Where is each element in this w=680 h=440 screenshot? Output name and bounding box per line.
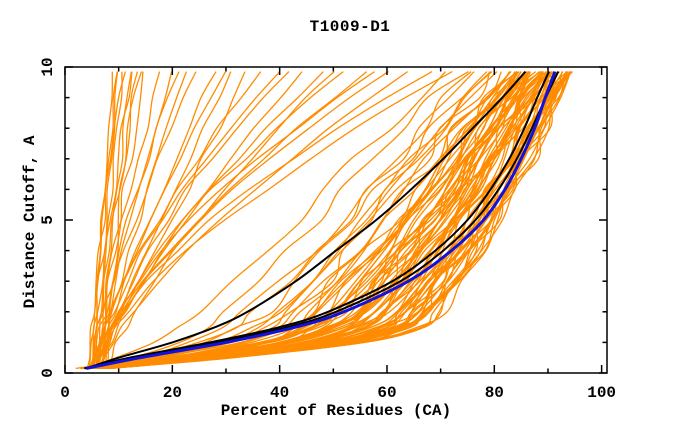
model-curve [92, 71, 143, 369]
model-curve [94, 71, 281, 369]
model-curve [92, 71, 502, 370]
plot-frame [64, 66, 608, 374]
model-curve [105, 71, 290, 369]
y-tick-label: 5 [39, 215, 57, 225]
model-curve [91, 71, 540, 370]
model-curve [98, 71, 530, 370]
chart-title: T1009-D1 [310, 18, 391, 36]
x-tick-label: 60 [377, 384, 396, 402]
reference-curve [84, 71, 550, 370]
model-curve [96, 71, 246, 369]
model-curves-layer [75, 70, 574, 370]
model-curve [94, 71, 553, 370]
model-curve [97, 71, 375, 369]
y-tick-label: 0 [39, 368, 57, 378]
model-curve [105, 71, 335, 369]
model-curve [85, 71, 446, 370]
x-tick-label: 80 [485, 384, 504, 402]
model-curve [102, 71, 408, 369]
model-curve [90, 71, 368, 369]
model-curve [102, 71, 529, 370]
model-curve [80, 71, 472, 370]
x-tick-label: 40 [270, 384, 289, 402]
model-curve [91, 71, 475, 370]
reference-curve [86, 70, 527, 370]
model-curve [96, 71, 188, 369]
model-curve [99, 71, 232, 369]
model-curve [88, 71, 118, 369]
y-axis-label: Distance Cutoff, A [21, 135, 39, 308]
model-curve [99, 71, 568, 370]
model-curve [91, 71, 197, 369]
x-axis-label: Percent of Residues (CA) [221, 402, 451, 420]
model-curve [86, 71, 127, 369]
best-model-curve [86, 71, 557, 370]
model-curve [91, 71, 453, 369]
model-curve [95, 71, 344, 369]
model-curve [105, 71, 571, 370]
x-tick-label: 20 [163, 384, 182, 402]
model-curve [81, 71, 469, 370]
x-tick-label: 100 [587, 384, 616, 402]
model-curve [89, 71, 262, 369]
tick-labels: 0 20 40 60 80 100 0 5 10 [39, 57, 616, 402]
model-curve [88, 71, 133, 369]
model-curve [89, 71, 512, 370]
y-tick-label: 10 [39, 57, 57, 76]
model-curve [98, 71, 389, 369]
x-tick-label: 0 [60, 384, 70, 402]
